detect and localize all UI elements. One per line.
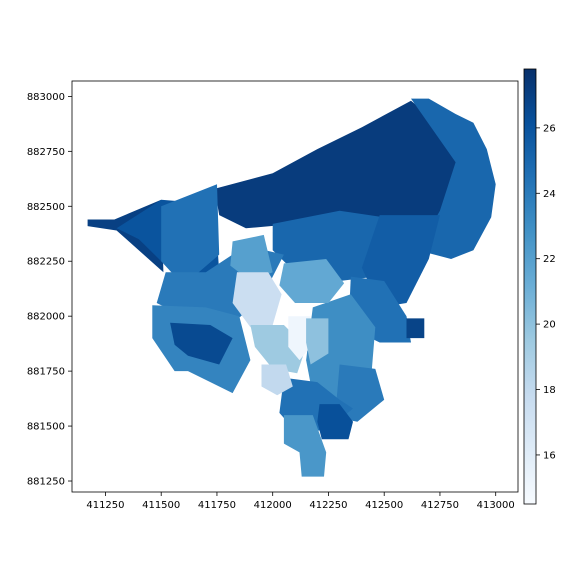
x-tick-label: 413000 (477, 500, 515, 511)
y-tick-label: 882750 (27, 147, 65, 158)
x-axis: 411250 411500 411750 412000 412250 412500 4127… (86, 492, 515, 511)
map-region-17 (230, 234, 273, 281)
map-region-22 (261, 364, 293, 396)
map-region-2 (214, 100, 463, 251)
colorbar-tick-label: 26 (543, 123, 556, 134)
colorbar-tick-label: 18 (543, 385, 556, 396)
y-tick-label: 882250 (27, 257, 65, 268)
plot-frame (71, 80, 519, 493)
map-region-19 (279, 259, 345, 303)
x-tick-label: 411500 (142, 500, 180, 511)
colorbar (523, 68, 537, 505)
map-region-3 (411, 98, 496, 259)
y-tick-label: 882000 (27, 312, 65, 323)
map-region-11 (406, 318, 425, 339)
y-tick-label: 882500 (27, 202, 65, 213)
map-region-21 (288, 316, 311, 361)
x-tick-label: 412250 (309, 500, 347, 511)
colorbar-tick-label: 20 (543, 320, 556, 331)
x-tick-label: 412500 (365, 500, 403, 511)
colorbar-tick-label: 24 (543, 189, 556, 200)
map-region-23 (306, 318, 329, 365)
colorbar-tick-label: 16 (543, 450, 556, 461)
x-tick-label: 412000 (254, 500, 292, 511)
y-tick-label: 883000 (27, 92, 65, 103)
y-tick-label: 881250 (27, 477, 65, 488)
map-region-4 (161, 184, 220, 286)
x-tick-label: 411750 (198, 500, 236, 511)
map-region-18 (232, 272, 282, 328)
map-regions (87, 98, 496, 477)
x-tick-label: 411250 (86, 500, 124, 511)
y-tick-label: 881750 (27, 367, 65, 378)
map-region-15 (317, 404, 353, 440)
y-tick-label: 881500 (27, 422, 65, 433)
x-tick-label: 412750 (421, 500, 459, 511)
colorbar-tick-label: 22 (543, 254, 556, 265)
map-region-16 (283, 415, 327, 477)
colorbar-axis: 16 18 20 22 24 26 (536, 123, 556, 461)
map-region-8 (170, 322, 233, 365)
y-axis: 881250 881500 881750 882000 882250 882500 8827… (27, 92, 72, 488)
